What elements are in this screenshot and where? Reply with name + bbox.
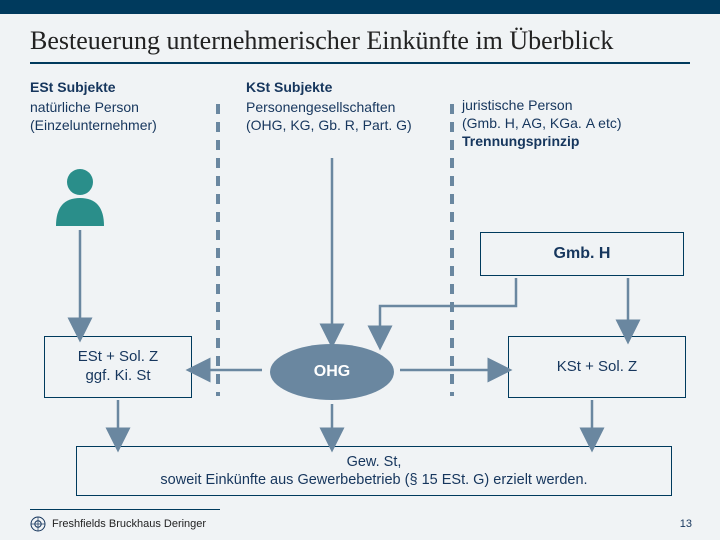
logo-text: Freshfields Bruckhaus Deringer bbox=[52, 518, 206, 530]
footer-rule bbox=[30, 509, 220, 510]
slide: Besteuerung unternehmerischer Einkünfte … bbox=[0, 0, 720, 540]
logo: Freshfields Bruckhaus Deringer bbox=[30, 516, 206, 532]
logo-mark-icon bbox=[30, 516, 46, 532]
page-number: 13 bbox=[680, 518, 692, 530]
arrows-layer bbox=[0, 0, 720, 540]
